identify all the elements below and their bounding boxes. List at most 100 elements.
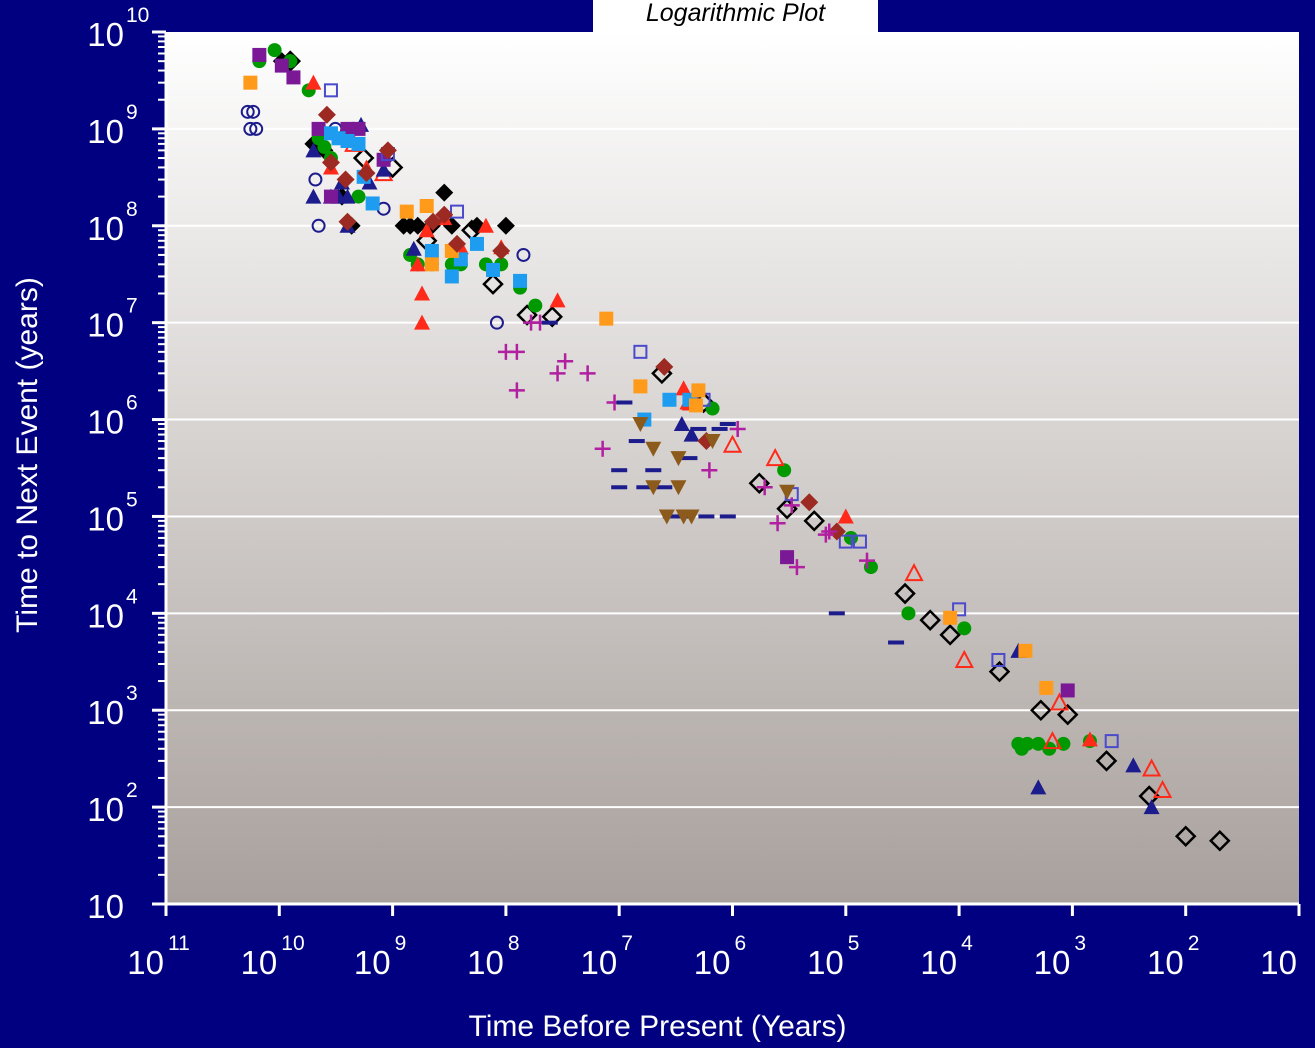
data-point-diamond — [317, 105, 336, 124]
data-point-circle-open — [240, 104, 255, 119]
data-point-triangle-down — [632, 416, 649, 432]
y-tick-exponent: 2 — [126, 779, 138, 802]
data-point-plus — [508, 382, 525, 399]
data-point-plus — [729, 420, 746, 437]
data-point-triangle — [1030, 779, 1047, 795]
data-point-triangle-down — [779, 484, 796, 500]
x-tick-label: 10 — [694, 944, 731, 981]
data-point-diamond-open — [803, 510, 825, 532]
data-point-dash — [611, 485, 628, 490]
x-tick-exponent: 8 — [508, 932, 520, 955]
data-point-square — [688, 398, 703, 413]
x-tick-label: 10 — [920, 944, 957, 981]
data-point-circle-open — [249, 121, 264, 136]
x-tick-label: 10 — [1147, 944, 1184, 981]
data-point-triangle — [1081, 731, 1098, 747]
y-tick-label: 10 — [87, 113, 124, 150]
data-point-square — [1039, 680, 1054, 695]
data-point-triangle-open — [722, 434, 743, 453]
data-point-plus — [783, 497, 800, 514]
data-point-dash — [828, 611, 845, 616]
data-point-circle — [1031, 736, 1046, 751]
data-point-square-open — [991, 652, 1006, 667]
y-tick-exponent: 3 — [126, 682, 138, 705]
data-point-diamond-open — [919, 609, 941, 631]
y-tick-exponent: 9 — [126, 101, 138, 124]
data-point-plus — [594, 440, 611, 457]
data-point-triangle-down — [658, 509, 675, 525]
data-point-circle — [267, 43, 282, 58]
y-tick-label: 10 — [87, 16, 124, 53]
data-point-dash — [690, 426, 707, 431]
data-point-dash — [698, 514, 715, 519]
data-point-triangle-open — [954, 649, 974, 668]
data-point-circle — [528, 298, 543, 313]
data-point-triangle-down — [670, 480, 687, 496]
y-tick-exponent: 5 — [126, 488, 138, 511]
x-tick-label: 10 — [241, 944, 278, 981]
data-point-triangle — [414, 314, 431, 330]
data-point-triangle-down — [670, 451, 687, 467]
data-point-square — [633, 379, 648, 394]
data-point-diamond — [357, 164, 376, 183]
data-point-diamond-open — [939, 624, 961, 646]
x-tick-exponent: 4 — [961, 932, 973, 955]
data-point-dash — [541, 320, 558, 325]
data-point-diamond — [338, 212, 357, 231]
data-point-triangle-down — [645, 441, 662, 457]
x-tick-exponent: 11 — [168, 932, 190, 955]
data-point-triangle — [305, 74, 322, 90]
data-point-triangle-down — [683, 509, 700, 525]
y-tick-exponent: 8 — [126, 198, 138, 221]
data-point-triangle — [305, 188, 322, 204]
data-point-square — [365, 196, 380, 211]
data-point-diamond — [336, 170, 355, 189]
data-point-square — [243, 75, 258, 90]
y-tick-exponent: 4 — [126, 585, 138, 608]
data-point-square-open — [952, 602, 967, 617]
data-point-diamond — [378, 141, 397, 160]
data-markers — [240, 43, 1231, 852]
x-tick-exponent: 5 — [848, 932, 860, 955]
data-point-diamond — [435, 205, 454, 224]
data-point-plus — [817, 526, 834, 543]
data-point-diamond-open — [1174, 825, 1197, 848]
data-point-triangle — [405, 240, 422, 256]
x-tick-label: 10 — [580, 944, 617, 981]
data-point-triangle — [414, 285, 431, 301]
y-axis-label: Time to Next Event (years) — [11, 277, 44, 633]
data-point-plus — [769, 515, 786, 532]
y-tick-label: 10 — [87, 694, 124, 731]
data-point-triangle — [675, 380, 692, 396]
data-point-diamond-open — [1030, 699, 1052, 721]
x-tick-label: 10 — [1034, 944, 1071, 981]
data-point-dash — [888, 640, 905, 645]
data-point-square — [599, 311, 614, 326]
data-point-square-open — [450, 204, 465, 219]
y-tick-label: 10 — [87, 791, 124, 828]
data-point-circle — [1020, 736, 1035, 751]
data-point-triangle-open — [1152, 779, 1173, 799]
data-point-diamond-open — [482, 273, 504, 295]
data-point-square — [286, 70, 301, 85]
data-point-diamond-open — [1095, 750, 1118, 772]
y-tick-label: 10 — [87, 500, 124, 537]
data-point-square — [1060, 683, 1075, 698]
data-point-circle-open — [243, 121, 258, 136]
data-point-triangle — [549, 292, 566, 308]
data-point-circle — [317, 140, 332, 155]
data-point-diamond-open — [1056, 703, 1079, 726]
x-tick-exponent: 6 — [735, 932, 747, 955]
data-point-square — [513, 273, 528, 288]
data-point-circle — [705, 401, 720, 416]
data-point-circle-open — [489, 315, 504, 330]
data-point-dash — [719, 421, 736, 426]
data-point-diamond — [321, 153, 340, 172]
x-tick-label: 10 — [807, 944, 844, 981]
x-axis-label: Time Before Present (Years) — [468, 1010, 847, 1043]
data-point-square — [340, 133, 355, 148]
data-point-square — [252, 47, 267, 62]
x-tick-label: 10 — [127, 944, 164, 981]
data-point-diamond — [496, 216, 515, 235]
